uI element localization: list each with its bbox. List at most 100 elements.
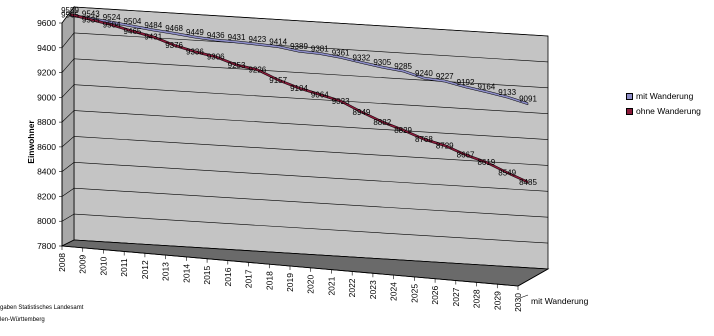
- gridline-side: [61, 110, 75, 123]
- data-label-mit-wanderung: 9332: [353, 53, 371, 62]
- data-label-mit-wanderung: 9468: [165, 24, 183, 33]
- data-label-mit-wanderung: 9543: [82, 9, 100, 18]
- data-label-mit-wanderung: 9133: [498, 88, 516, 97]
- gridline-side: [61, 213, 75, 222]
- depth-axis: [517, 268, 549, 287]
- y-tick-label: 8600: [37, 142, 56, 152]
- legend-label-ohne-wanderung: ohne Wanderung: [636, 106, 701, 116]
- data-label-mit-wanderung: 9361: [332, 48, 350, 57]
- data-label-ohne-wanderung: 9023: [332, 97, 350, 106]
- gridline: [73, 136, 549, 166]
- chart-side-wall: [61, 5, 75, 247]
- gridline-side: [61, 162, 75, 172]
- y-tick-label: 8800: [37, 117, 56, 127]
- x-tick-label: 2008: [57, 253, 67, 272]
- gridline: [73, 84, 549, 114]
- data-label-mit-wanderung: 9414: [269, 38, 287, 47]
- gridline: [73, 187, 549, 218]
- x-tick-label: 2023: [368, 280, 378, 299]
- data-label-ohne-wanderung: 9336: [186, 48, 204, 57]
- depth-axis-label: mit Wanderung: [531, 296, 589, 306]
- x-tick-label: 2024: [389, 282, 399, 301]
- data-label-mit-wanderung: 9381: [311, 44, 329, 53]
- gridline: [73, 58, 549, 89]
- legend-swatch-ohne-wanderung: [626, 107, 633, 115]
- y-tick-label: 8200: [37, 191, 56, 201]
- series-line-ohne-wanderung: [69, 12, 529, 184]
- y-tick-label: 8000: [37, 216, 56, 226]
- data-label-ohne-wanderung: 9104: [290, 84, 308, 93]
- x-tick-label: 2011: [119, 258, 129, 277]
- data-label-mit-wanderung: 9285: [394, 62, 412, 71]
- x-tick-label: 2029: [492, 291, 502, 310]
- x-tick-label: 2022: [347, 278, 357, 297]
- y-tick-label: 9000: [37, 92, 56, 102]
- data-label-ohne-wanderung: 8619: [477, 158, 495, 167]
- data-label-ohne-wanderung: 8882: [373, 118, 391, 127]
- legend-item-ohne-wanderung: ohne Wanderung: [626, 104, 701, 118]
- x-tick-label: 2017: [244, 269, 254, 288]
- gridline-side: [61, 58, 75, 73]
- gridline-side: [61, 6, 75, 24]
- x-tick-label: 2021: [326, 276, 336, 295]
- data-label-ohne-wanderung: 9465: [124, 27, 142, 36]
- y-tick-label: 9600: [37, 18, 56, 28]
- y-tick-label: 9400: [37, 43, 56, 53]
- data-label-ohne-wanderung: 9565: [61, 10, 79, 19]
- data-label-mit-wanderung: 9240: [415, 69, 433, 78]
- x-tick-label: 2010: [98, 256, 108, 275]
- legend-label-mit-wanderung: mit Wanderung: [636, 91, 694, 101]
- x-tick-label: 2013: [161, 262, 171, 281]
- data-label-ohne-wanderung: 9157: [269, 76, 287, 85]
- data-label-ohne-wanderung: 8729: [436, 141, 454, 150]
- x-tick-label: 2019: [285, 273, 295, 292]
- x-tick-label: 2015: [202, 265, 212, 284]
- data-label-mit-wanderung: 9389: [290, 42, 308, 51]
- x-tick-label: 2020: [306, 275, 316, 294]
- data-label-ohne-wanderung: 9504: [103, 21, 121, 30]
- data-label-ohne-wanderung: 8549: [498, 169, 516, 178]
- data-label-ohne-wanderung: 9431: [144, 33, 162, 42]
- data-label-ohne-wanderung: 9064: [311, 90, 329, 99]
- gridline: [73, 6, 549, 37]
- data-label-mit-wanderung: 9504: [124, 17, 142, 26]
- x-tick-label: 2018: [264, 271, 274, 290]
- x-tick-label: 2030: [513, 293, 523, 312]
- x-tick-label: 2028: [472, 289, 482, 308]
- data-label-mit-wanderung: 9524: [103, 13, 121, 22]
- x-tick-label: 2025: [409, 284, 419, 303]
- data-label-ohne-wanderung: 8485: [519, 178, 537, 187]
- data-label-mit-wanderung: 9431: [228, 33, 246, 42]
- data-label-mit-wanderung: 9559: [61, 6, 79, 15]
- x-tick-label: 2009: [78, 255, 88, 274]
- data-label-mit-wanderung: 9227: [436, 72, 454, 81]
- gridline: [73, 239, 549, 270]
- gridline: [73, 162, 549, 192]
- source-note-line-1: gaben Statistisches Landesamt: [0, 305, 84, 311]
- data-label-mit-wanderung: 9305: [373, 58, 391, 67]
- gridline-side: [61, 84, 75, 98]
- gridline-side: [61, 187, 75, 197]
- gridline-side: [61, 136, 75, 148]
- series-line-mit-wanderung: [69, 13, 529, 106]
- gridline-side: [61, 32, 75, 48]
- y-tick-label: 8400: [37, 167, 56, 177]
- data-label-ohne-wanderung: 8667: [457, 151, 475, 160]
- data-label-mit-wanderung: 9423: [248, 35, 266, 44]
- y-tick-label: 7800: [37, 241, 56, 251]
- source-note-line-2: len-Württemberg: [0, 317, 45, 323]
- x-tick-label: 2012: [140, 260, 150, 279]
- legend-item-mit-wanderung: mit Wanderung: [626, 89, 693, 103]
- data-label-mit-wanderung: 9192: [457, 78, 475, 87]
- data-label-ohne-wanderung: 8768: [415, 135, 433, 144]
- y-axis-label: Einwohner: [26, 120, 36, 164]
- data-label-ohne-wanderung: 9226: [248, 66, 266, 75]
- data-label-mit-wanderung: 9091: [519, 95, 537, 104]
- legend-swatch-mit-wanderung: [626, 92, 633, 100]
- x-tick-label: 2026: [430, 285, 440, 304]
- data-label-ohne-wanderung: 9306: [207, 53, 225, 62]
- data-label-ohne-wanderung: 8829: [394, 126, 412, 135]
- data-label-ohne-wanderung: 9376: [165, 41, 183, 50]
- data-label-mit-wanderung: 9164: [477, 83, 495, 92]
